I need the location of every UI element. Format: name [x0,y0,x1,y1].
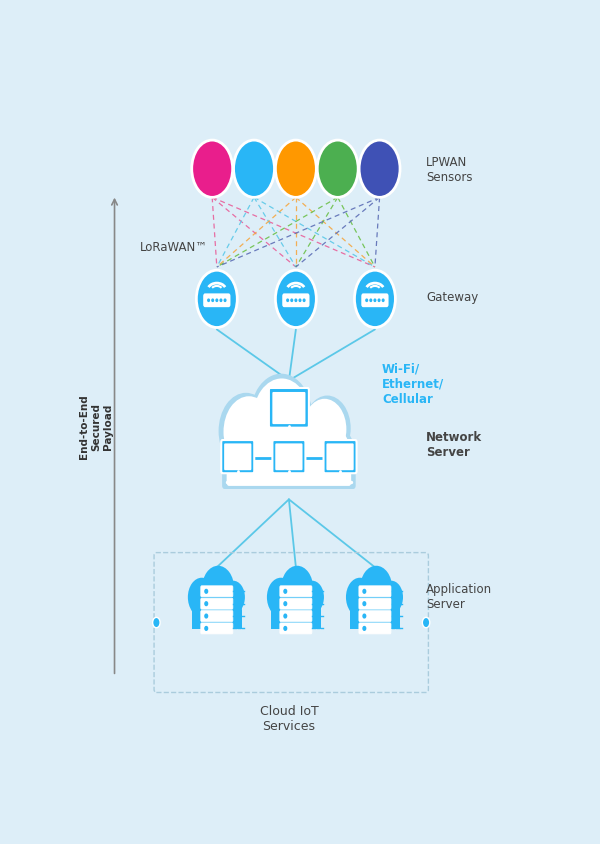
Circle shape [378,300,380,302]
Circle shape [317,141,358,198]
Circle shape [382,300,384,302]
Circle shape [346,578,374,617]
Text: Network
Server: Network Server [426,430,482,458]
Circle shape [196,271,237,328]
Circle shape [275,141,316,198]
Circle shape [422,618,430,628]
Text: Gateway: Gateway [426,291,478,304]
Circle shape [250,374,313,462]
Circle shape [253,379,311,460]
FancyBboxPatch shape [224,444,251,471]
Circle shape [275,271,316,328]
Circle shape [205,627,208,630]
FancyBboxPatch shape [280,611,312,622]
Circle shape [281,566,313,611]
FancyBboxPatch shape [221,441,254,473]
Circle shape [192,141,233,198]
Circle shape [235,454,241,463]
FancyBboxPatch shape [201,598,233,609]
Circle shape [284,614,287,618]
Circle shape [363,602,365,606]
FancyBboxPatch shape [359,586,391,598]
FancyBboxPatch shape [201,611,233,622]
Circle shape [370,300,371,302]
Bar [350,610,400,629]
Text: End-to-End
Secured
Payload: End-to-End Secured Payload [79,394,113,458]
Text: LoRaWAN™: LoRaWAN™ [140,241,208,254]
Circle shape [303,399,346,460]
Circle shape [284,602,287,606]
FancyBboxPatch shape [203,294,230,308]
Circle shape [360,566,392,611]
Circle shape [284,590,287,593]
Circle shape [221,581,245,614]
Circle shape [205,614,208,618]
Circle shape [267,578,295,617]
FancyBboxPatch shape [201,586,233,598]
Circle shape [363,614,365,618]
Circle shape [295,300,296,302]
FancyBboxPatch shape [359,623,391,634]
Ellipse shape [224,412,354,487]
FancyBboxPatch shape [323,441,356,473]
FancyBboxPatch shape [282,294,310,308]
FancyBboxPatch shape [269,388,309,428]
Circle shape [212,300,214,302]
Circle shape [202,566,234,611]
Circle shape [188,578,215,617]
Circle shape [337,454,343,463]
Circle shape [299,300,301,302]
Circle shape [284,627,287,630]
FancyBboxPatch shape [359,598,391,609]
Circle shape [363,590,365,593]
FancyBboxPatch shape [280,623,312,634]
FancyBboxPatch shape [272,441,305,473]
FancyBboxPatch shape [222,445,356,490]
Circle shape [359,141,400,198]
Circle shape [304,396,350,462]
Circle shape [205,590,208,593]
Circle shape [205,602,208,606]
FancyBboxPatch shape [227,444,351,486]
Ellipse shape [192,587,242,631]
Circle shape [224,397,274,468]
Circle shape [379,581,403,614]
Circle shape [220,300,222,302]
Circle shape [287,300,289,302]
Ellipse shape [350,587,400,631]
FancyBboxPatch shape [275,444,302,471]
Circle shape [208,300,209,302]
Circle shape [216,300,218,302]
Circle shape [233,141,274,198]
Circle shape [291,300,293,302]
Ellipse shape [271,587,321,631]
Circle shape [363,627,365,630]
Text: Cloud IoT
Services: Cloud IoT Services [260,704,318,732]
Bar [271,610,321,629]
Text: Application
Server: Application Server [426,582,492,610]
Text: LPWAN
Sensors: LPWAN Sensors [426,155,473,183]
Circle shape [218,393,273,470]
FancyBboxPatch shape [280,598,312,609]
Ellipse shape [228,414,350,484]
FancyBboxPatch shape [361,294,389,308]
FancyBboxPatch shape [326,444,353,471]
Bar [192,610,242,629]
Circle shape [374,300,376,302]
Circle shape [366,300,368,302]
Circle shape [355,271,395,328]
Circle shape [301,581,324,614]
Circle shape [286,454,292,463]
FancyBboxPatch shape [272,392,305,425]
FancyBboxPatch shape [280,586,312,598]
FancyBboxPatch shape [201,623,233,634]
Circle shape [224,300,226,302]
FancyBboxPatch shape [359,611,391,622]
Circle shape [152,618,160,628]
Circle shape [303,300,305,302]
Text: Wi-Fi/
Ethernet/
Cellular: Wi-Fi/ Ethernet/ Cellular [382,363,444,405]
